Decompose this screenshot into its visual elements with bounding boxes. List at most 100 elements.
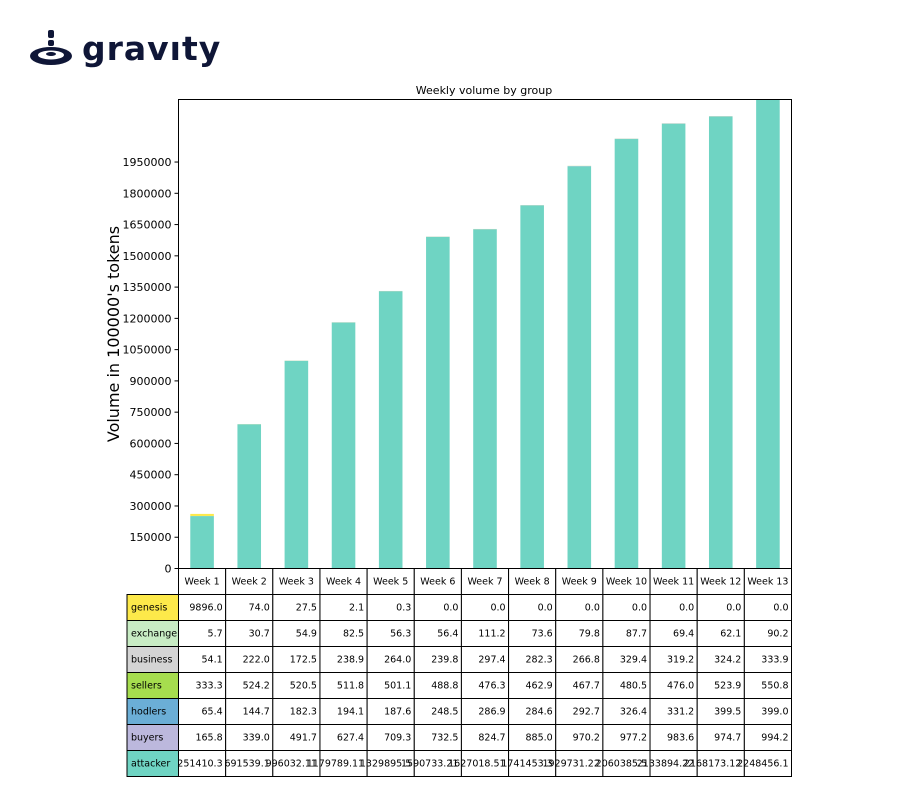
table-cell-value: 2133894.22 (637, 759, 694, 770)
table-cell-value: 994.2 (761, 733, 788, 744)
table-cell-value: 0.0 (585, 603, 600, 614)
table-cell-value: 1627018.51 (448, 759, 505, 770)
table-cell (602, 750, 651, 777)
table-cell-value: 284.6 (526, 707, 553, 718)
table-cell-value: 333.9 (761, 655, 788, 666)
table-cell (508, 750, 557, 777)
bars-group (190, 99, 780, 569)
table-cell-value: 983.6 (667, 733, 694, 744)
table-cell-value: 165.8 (195, 733, 222, 744)
table-cell (413, 698, 462, 725)
table-header-cell (696, 568, 745, 595)
data-table: Week 1 Week 2 Week 3 Week 4 Week 5 Week 6 Week… (126, 568, 792, 777)
table-row-label: attacker (131, 759, 170, 770)
y-tick-label: 1500000 (123, 250, 172, 263)
table-cell (319, 594, 368, 621)
table-cell-value: 1590733.21 (401, 759, 458, 770)
table-cell (413, 594, 462, 621)
table-cell-value: 331.2 (667, 707, 694, 718)
table-row-label: hodlers (131, 707, 166, 718)
y-tick-label: 150000 (130, 531, 172, 544)
table-cell-value: 111.2 (478, 629, 505, 640)
table-header-label: Week 4 (326, 577, 361, 588)
table-row-label-cell (126, 698, 179, 725)
table-cell (272, 698, 321, 725)
table-cell-value: 69.4 (673, 629, 694, 640)
table-cell-value: 319.2 (667, 655, 694, 666)
table-header-label: Week 3 (279, 577, 314, 588)
y-tick-label: 1200000 (123, 312, 172, 325)
table-header-cell (460, 568, 510, 595)
table-cell-value: 476.3 (478, 681, 505, 692)
table-cell (555, 646, 604, 673)
table-header-cell (225, 568, 274, 595)
table-cell-value: 491.7 (290, 733, 317, 744)
table-cell (555, 750, 604, 777)
table-cell-value: 0.0 (773, 603, 788, 614)
table-row-label-cell (126, 724, 179, 751)
brand-logo: gravıty (28, 28, 221, 70)
table-header-cell (555, 568, 604, 595)
table-cell-value: 520.5 (290, 681, 317, 692)
table-header-label: Week 5 (373, 577, 408, 588)
table-cell-value: 0.0 (490, 603, 505, 614)
table-header-cell (743, 568, 792, 595)
table-row-label: buyers (131, 733, 163, 744)
table-cell-value: 194.1 (337, 707, 364, 718)
table-cell-value: 326.4 (620, 707, 647, 718)
table-cell (225, 698, 274, 725)
table-cell-value: 292.7 (573, 707, 600, 718)
table-cell-value: 885.0 (526, 733, 553, 744)
table-cell-value: 974.7 (714, 733, 741, 744)
table-cell-value: 399.0 (761, 707, 788, 718)
table-cell-value: 56.4 (437, 629, 458, 640)
table-cell-value: 2248456.1 (737, 759, 788, 770)
table-header-label: Week 7 (467, 577, 502, 588)
table-header-cell (602, 568, 651, 595)
table-cell-value: 286.9 (478, 707, 505, 718)
y-tick-label: 1650000 (123, 219, 172, 232)
table-cell (225, 594, 274, 621)
table-cell-value: 79.8 (579, 629, 600, 640)
table-cell-value: 266.8 (573, 655, 600, 666)
table-cell (696, 646, 745, 673)
table-cell (319, 620, 368, 647)
bar-genesis-1 (190, 513, 214, 516)
table-cell (413, 724, 462, 751)
table-cell-value: 480.5 (620, 681, 647, 692)
table-cell-value: 172.5 (290, 655, 317, 666)
table-cell (555, 594, 604, 621)
table-header-label: Week 11 (653, 577, 694, 588)
table-cell (602, 724, 651, 751)
table-cell-value: 462.9 (526, 681, 553, 692)
y-axis: 0 150000 300000 450000 600000 750000 900000 105… (123, 156, 179, 576)
table-header-label: Week 13 (747, 577, 788, 588)
table-row-label: sellers (131, 681, 162, 692)
table-cell-value: 709.3 (384, 733, 411, 744)
table-cell-value: 1179789.11 (307, 759, 364, 770)
table-cell (555, 698, 604, 725)
table-cell (178, 724, 227, 751)
table-cell (319, 750, 368, 777)
table-cell-value: 550.8 (761, 681, 788, 692)
table-cell (366, 620, 415, 647)
table-cell-value: 691539.1 (224, 759, 269, 770)
table-cell-value: 282.3 (526, 655, 553, 666)
table-cell-value: 144.7 (243, 707, 270, 718)
table-cell-value: 1329895.5 (360, 759, 411, 770)
table-cell-value: 1741453.3 (501, 759, 552, 770)
y-tick-label: 750000 (130, 406, 172, 419)
table-cell-value: 339.0 (243, 733, 270, 744)
table-cell (602, 698, 651, 725)
brand-wordmark: gravıty (82, 29, 222, 68)
table-cell (178, 672, 227, 699)
table-cell-value: 56.3 (390, 629, 411, 640)
table-cell-value: 297.4 (478, 655, 505, 666)
table-cell (225, 646, 274, 673)
table-cell (413, 750, 462, 777)
table-cell-value: 87.7 (626, 629, 647, 640)
y-tick-label: 0 (165, 563, 172, 576)
table-row-label: business (131, 655, 172, 666)
table-cell-value: 251410.3 (177, 759, 222, 770)
table-cell-value: 54.9 (296, 629, 317, 640)
